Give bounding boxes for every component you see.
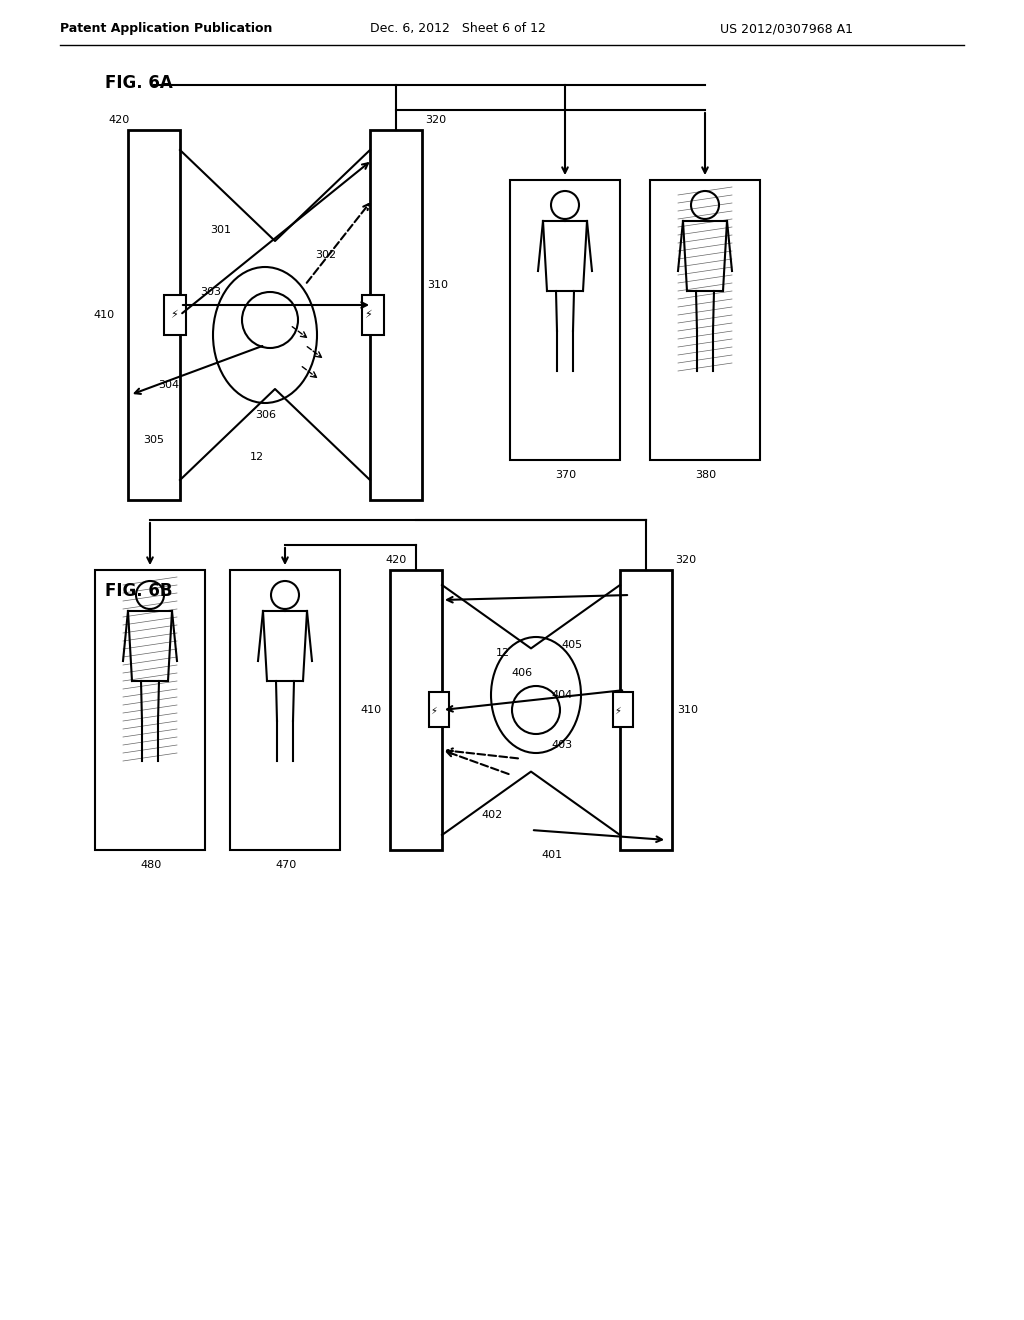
Text: 12: 12 bbox=[250, 451, 264, 462]
Bar bbox=[95, 570, 205, 850]
Text: 304: 304 bbox=[158, 380, 179, 389]
Text: 303: 303 bbox=[200, 286, 221, 297]
Text: 302: 302 bbox=[315, 249, 336, 260]
Text: 380: 380 bbox=[695, 470, 716, 480]
Bar bbox=[620, 570, 672, 850]
Bar bbox=[613, 692, 633, 727]
Text: 310: 310 bbox=[677, 705, 698, 715]
Text: 410: 410 bbox=[93, 310, 114, 319]
Bar bbox=[370, 129, 422, 500]
Text: 405: 405 bbox=[561, 640, 582, 649]
Text: ⚡: ⚡ bbox=[170, 310, 178, 319]
Bar bbox=[362, 294, 384, 335]
Text: ⚡: ⚡ bbox=[614, 706, 621, 715]
Text: 310: 310 bbox=[427, 280, 449, 290]
Text: 406: 406 bbox=[511, 668, 532, 678]
Text: 420: 420 bbox=[385, 554, 407, 565]
Bar bbox=[390, 570, 442, 850]
Bar bbox=[429, 692, 449, 727]
Text: 306: 306 bbox=[255, 411, 276, 420]
Text: 404: 404 bbox=[551, 690, 572, 700]
Text: 301: 301 bbox=[210, 224, 231, 235]
Bar bbox=[230, 570, 340, 850]
Text: 480: 480 bbox=[140, 861, 161, 870]
Text: US 2012/0307968 A1: US 2012/0307968 A1 bbox=[720, 22, 853, 36]
Text: 370: 370 bbox=[555, 470, 577, 480]
Text: 470: 470 bbox=[275, 861, 296, 870]
Text: 410: 410 bbox=[360, 705, 381, 715]
Text: FIG. 6A: FIG. 6A bbox=[105, 74, 173, 92]
Text: 401: 401 bbox=[541, 850, 562, 861]
Text: ⚡: ⚡ bbox=[364, 310, 372, 319]
Text: 420: 420 bbox=[108, 115, 129, 125]
Text: Dec. 6, 2012   Sheet 6 of 12: Dec. 6, 2012 Sheet 6 of 12 bbox=[370, 22, 546, 36]
Text: 403: 403 bbox=[551, 741, 572, 750]
Text: FIG. 6B: FIG. 6B bbox=[105, 582, 172, 601]
Bar bbox=[510, 180, 620, 459]
Text: ⚡: ⚡ bbox=[430, 706, 437, 715]
Text: 305: 305 bbox=[143, 436, 164, 445]
Text: 320: 320 bbox=[425, 115, 446, 125]
Text: 320: 320 bbox=[675, 554, 696, 565]
Text: 402: 402 bbox=[481, 810, 502, 820]
Bar bbox=[164, 294, 186, 335]
Bar bbox=[128, 129, 180, 500]
Bar bbox=[650, 180, 760, 459]
Text: 12: 12 bbox=[496, 648, 510, 657]
Text: Patent Application Publication: Patent Application Publication bbox=[60, 22, 272, 36]
